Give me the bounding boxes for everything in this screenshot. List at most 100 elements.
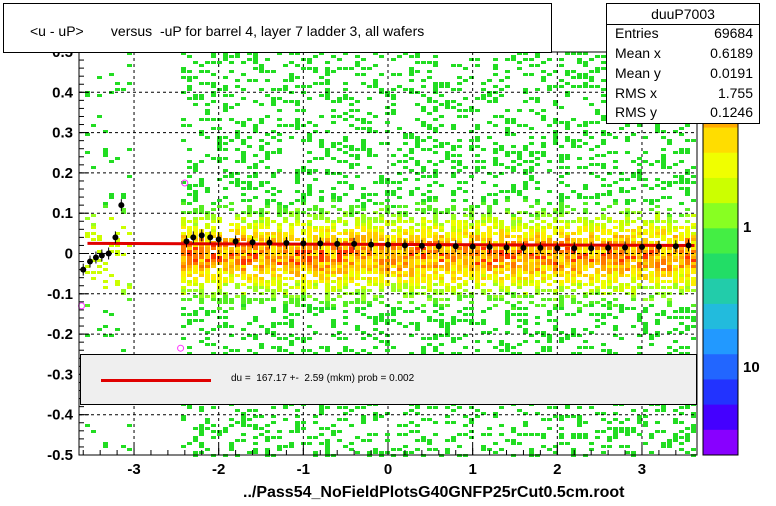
density-cell (325, 283, 330, 286)
density-cell (595, 262, 600, 265)
density-cell (493, 283, 498, 286)
density-cell (373, 346, 378, 349)
density-cell (211, 352, 216, 355)
density-cell (529, 175, 534, 178)
density-cell (589, 331, 594, 334)
density-cell (511, 256, 516, 259)
density-cell (277, 151, 282, 154)
density-cell (391, 58, 396, 61)
density-cell (253, 226, 258, 229)
density-cell (211, 85, 216, 88)
density-cell (463, 424, 468, 427)
density-cell (481, 412, 486, 415)
density-cell (571, 85, 576, 88)
density-cell (361, 202, 366, 205)
density-cell (463, 259, 468, 262)
density-cell (439, 352, 444, 355)
density-cell (229, 274, 234, 277)
density-cell (673, 280, 678, 283)
data-point (655, 243, 662, 250)
density-cell (343, 94, 348, 97)
data-point (588, 245, 595, 252)
density-cell (487, 259, 492, 262)
density-cell (211, 256, 216, 259)
density-cell (649, 226, 654, 229)
density-cell (541, 256, 546, 259)
density-cell (433, 277, 438, 280)
density-cell (259, 256, 264, 259)
density-cell (403, 247, 408, 250)
density-cell (661, 286, 666, 289)
density-cell (217, 244, 222, 247)
density-cell (247, 262, 252, 265)
density-cell (253, 298, 258, 301)
density-cell (601, 88, 606, 91)
density-cell (379, 286, 384, 289)
density-cell (577, 76, 582, 79)
density-cell (235, 247, 240, 250)
density-cell (559, 436, 564, 439)
density-cell (421, 352, 426, 355)
density-cell (661, 442, 666, 445)
density-cell (667, 301, 672, 304)
density-cell (433, 253, 438, 256)
density-cell (643, 442, 648, 445)
density-cell (283, 316, 288, 319)
density-cell (433, 169, 438, 172)
density-cell (205, 277, 210, 280)
density-cell (211, 253, 216, 256)
density-cell (637, 169, 642, 172)
density-cell (637, 319, 642, 322)
density-cell (385, 283, 390, 286)
density-cell (217, 157, 222, 160)
density-cell (367, 127, 372, 130)
density-cell (601, 268, 606, 271)
density-cell (685, 148, 690, 151)
density-cell (211, 277, 216, 280)
density-cell (553, 103, 558, 106)
density-cell (577, 424, 582, 427)
density-cell (685, 274, 690, 277)
density-cell (277, 250, 282, 253)
density-cell (631, 271, 636, 274)
density-cell (499, 79, 504, 82)
density-cell (349, 253, 354, 256)
density-cell (541, 232, 546, 235)
density-cell (361, 286, 366, 289)
density-cell (589, 163, 594, 166)
density-cell (499, 250, 504, 253)
density-cell (667, 208, 672, 211)
density-cell (433, 175, 438, 178)
density-cell (661, 181, 666, 184)
density-cell (415, 250, 420, 253)
density-cell (481, 82, 486, 85)
density-cell (391, 238, 396, 241)
density-cell (523, 322, 528, 325)
density-cell (331, 268, 336, 271)
density-cell (559, 418, 564, 421)
density-cell (499, 286, 504, 289)
density-cell (307, 208, 312, 211)
density-cell (421, 202, 426, 205)
density-cell (103, 205, 108, 208)
density-cell (379, 265, 384, 268)
density-cell (667, 220, 672, 223)
density-cell (337, 262, 342, 265)
density-cell (193, 232, 198, 235)
density-cell (439, 235, 444, 238)
density-cell (451, 127, 456, 130)
density-cell (463, 433, 468, 436)
density-cell (595, 55, 600, 58)
density-cell (481, 220, 486, 223)
density-cell (361, 127, 366, 130)
data-point (554, 245, 561, 252)
density-cell (409, 169, 414, 172)
density-cell (451, 190, 456, 193)
density-cell (667, 352, 672, 355)
density-cell (259, 265, 264, 268)
density-cell (235, 172, 240, 175)
data-point (283, 240, 290, 247)
density-cell (427, 295, 432, 298)
density-cell (217, 283, 222, 286)
density-cell (427, 76, 432, 79)
